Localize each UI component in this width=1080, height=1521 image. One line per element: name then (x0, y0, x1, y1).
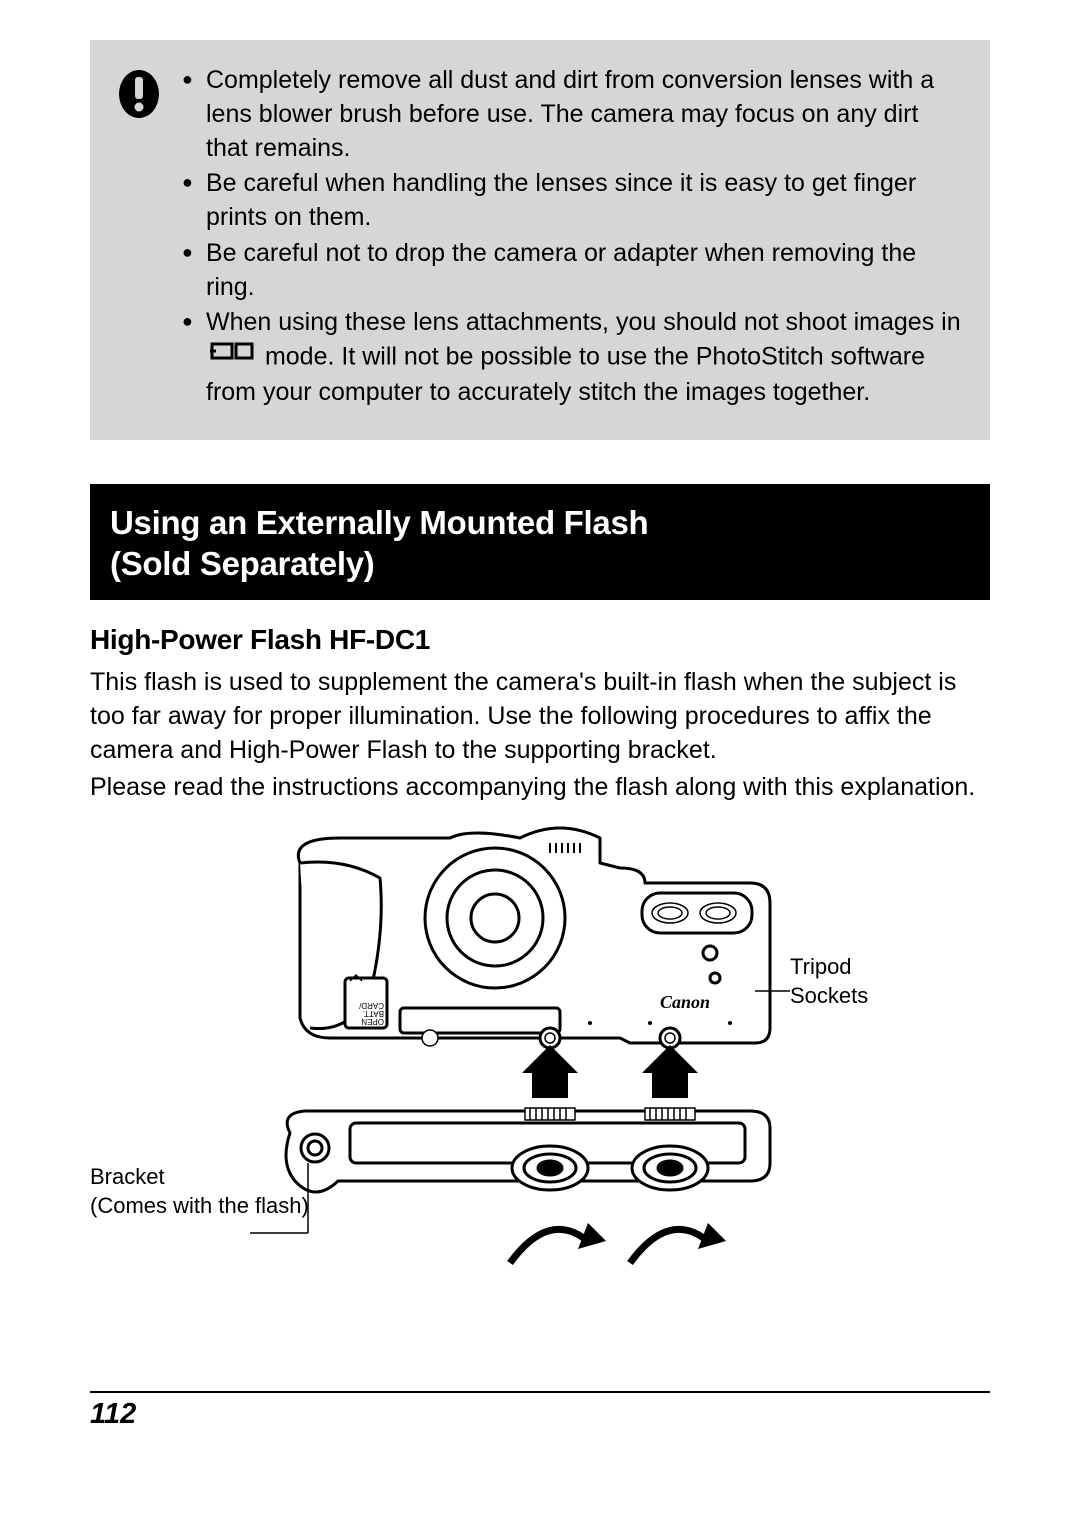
caution-item: Be careful when handling the lenses sinc… (182, 167, 966, 235)
body-paragraph: Please read the instructions accompanyin… (90, 771, 990, 805)
footer-rule (90, 1391, 990, 1393)
svg-text:CARD/: CARD/ (358, 1001, 384, 1010)
callout-bracket: Bracket (Comes with the flash) (90, 1163, 309, 1220)
stitch-mode-icon (210, 338, 254, 374)
svg-text:Canon: Canon (660, 992, 710, 1012)
subsection-title: High-Power Flash HF-DC1 (90, 624, 990, 656)
section-title-line2: (Sold Separately) (110, 543, 970, 584)
caution-item: Completely remove all dust and dirt from… (182, 64, 966, 165)
bracket-diagram: Canon OPEN BATT. CARD/ (90, 823, 990, 1303)
callout-line: Tripod (790, 954, 852, 979)
caution-item: When using these lens attachments, you s… (182, 306, 966, 409)
caution-list: Completely remove all dust and dirt from… (182, 64, 966, 412)
manual-page: Completely remove all dust and dirt from… (0, 0, 1080, 1303)
caution-text-head: When using these lens attachments, you s… (206, 308, 961, 336)
caution-item: Be careful not to drop the camera or ada… (182, 237, 966, 305)
caution-text: Be careful not to drop the camera or ada… (206, 239, 916, 301)
caution-box: Completely remove all dust and dirt from… (90, 40, 990, 440)
callout-line: Sockets (790, 983, 868, 1008)
caution-text: Be careful when handling the lenses sinc… (206, 169, 916, 231)
camera-bracket-illustration: Canon OPEN BATT. CARD/ (250, 823, 790, 1293)
section-title: Using an Externally Mounted Flash (Sold … (90, 484, 990, 601)
page-number: 112 (90, 1398, 136, 1431)
caution-text: Completely remove all dust and dirt from… (206, 66, 934, 162)
exclamation-icon (114, 64, 164, 412)
body-paragraph: This flash is used to supplement the cam… (90, 666, 990, 767)
callout-line: Bracket (90, 1164, 165, 1189)
callout-tripod-sockets: Tripod Sockets (790, 953, 868, 1010)
callout-line: (Comes with the flash) (90, 1193, 309, 1218)
section-title-line1: Using an Externally Mounted Flash (110, 502, 970, 543)
caution-text-tail: mode. It will not be possible to use the… (206, 342, 925, 405)
